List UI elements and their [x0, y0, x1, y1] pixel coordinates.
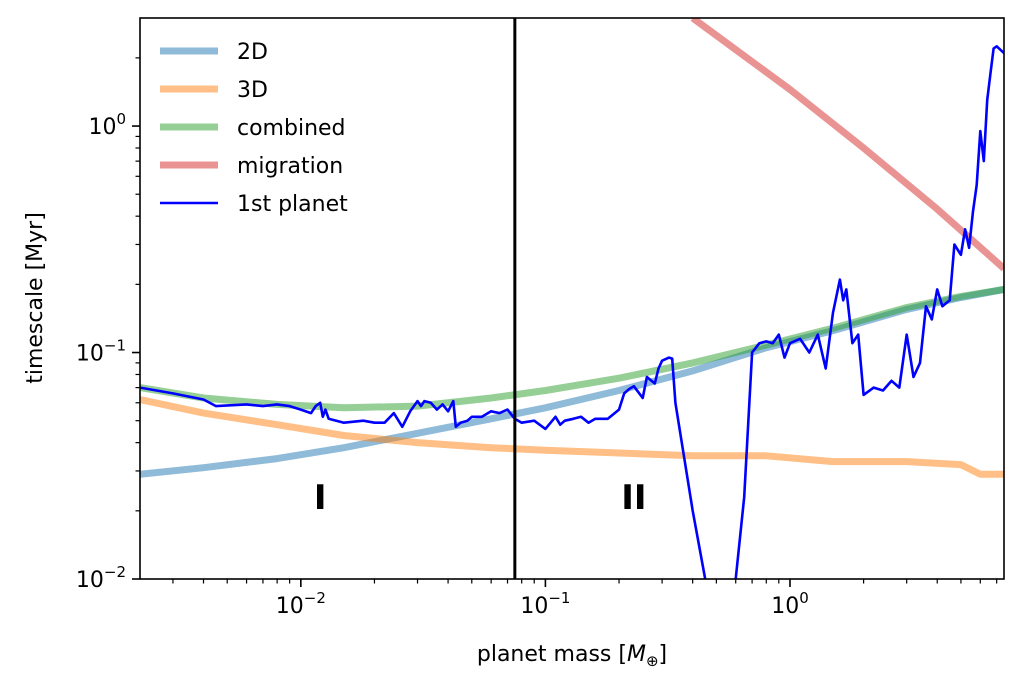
- y-tick-label: 10−2: [76, 563, 126, 593]
- axes-layer: 10−2 10−1 100 10−2 10−1 100: [76, 57, 998, 619]
- legend-label-migration: migration: [237, 154, 343, 179]
- overlay-layer: I II: [314, 18, 647, 579]
- legend-label-3d: 3D: [237, 78, 268, 103]
- x-tick-label: 10−2: [276, 589, 326, 619]
- legend-label-2d: 2D: [237, 40, 268, 65]
- region-label-2: II: [621, 478, 646, 518]
- x-tick-label: 10−1: [520, 589, 570, 619]
- y-tick-label: 100: [88, 110, 126, 140]
- series-line-3d: [140, 396, 1004, 478]
- region-label-1: I: [314, 478, 327, 518]
- series-line-1st-planet: [140, 44, 1004, 579]
- legend: 2D 3D combined migration 1st planet: [160, 40, 348, 217]
- legend-label-combined: combined: [237, 116, 346, 141]
- y-axis-label: timescale [Myr]: [23, 212, 48, 384]
- plot-frame: [139, 17, 1005, 580]
- x-tick-label: 100: [771, 589, 809, 619]
- y-tick-label: 10−1: [76, 337, 126, 367]
- series-line-combined: [140, 285, 1004, 412]
- series-layer: [140, 18, 1004, 579]
- legend-label-1st-planet: 1st planet: [237, 192, 348, 217]
- x-axis-label: planet mass [M⊕]: [477, 642, 667, 670]
- series-line-migration: [690, 18, 1004, 272]
